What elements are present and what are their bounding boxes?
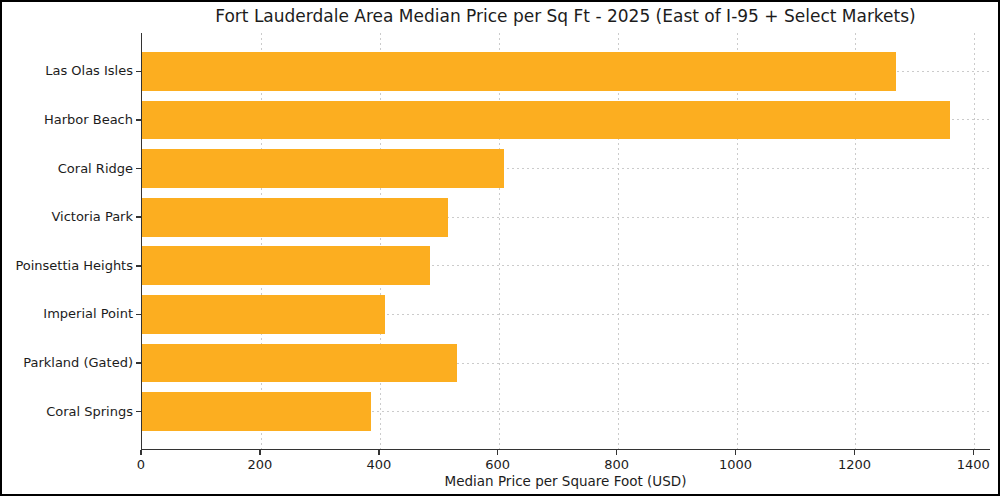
gridline-vertical (499, 33, 500, 449)
y-tick-label: Harbor Beach (2, 112, 133, 128)
x-tick-label: 800 (587, 457, 647, 472)
chart-title: Fort Lauderdale Area Median Price per Sq… (141, 5, 990, 27)
x-tick-mark (497, 450, 499, 455)
bar (142, 344, 457, 383)
x-tick-label: 1400 (943, 457, 1000, 472)
plot-area (141, 33, 990, 450)
x-axis-label: Median Price per Square Foot (USD) (141, 473, 990, 489)
gridline-vertical (974, 33, 975, 449)
gridline-vertical (380, 33, 381, 449)
bar (142, 101, 950, 140)
gridline-vertical (261, 33, 262, 449)
y-tick-mark (136, 265, 141, 267)
x-tick-label: 200 (230, 457, 290, 472)
x-tick-mark (616, 450, 618, 455)
y-tick-label: Las Olas Isles (2, 63, 133, 79)
y-tick-label: Imperial Point (2, 306, 133, 322)
x-tick-label: 0 (111, 457, 171, 472)
y-tick-label: Coral Springs (2, 404, 133, 420)
bar (142, 295, 385, 334)
x-tick-mark (140, 450, 142, 455)
bar (142, 246, 430, 285)
bar (142, 149, 504, 188)
y-tick-mark (136, 216, 141, 218)
x-tick-mark (854, 450, 856, 455)
x-tick-mark (259, 450, 261, 455)
x-tick-label: 1200 (824, 457, 884, 472)
x-tick-label: 1000 (706, 457, 766, 472)
y-tick-mark (136, 411, 141, 413)
gridline-vertical (737, 33, 738, 449)
y-tick-mark (136, 71, 141, 73)
bar (142, 198, 448, 237)
y-tick-label: Parkland (Gated) (2, 355, 133, 371)
x-tick-mark (973, 450, 975, 455)
y-tick-mark (136, 119, 141, 121)
bar (142, 392, 371, 431)
y-tick-mark (136, 314, 141, 316)
x-tick-mark (735, 450, 737, 455)
y-tick-label: Victoria Park (2, 209, 133, 225)
y-tick-mark (136, 168, 141, 170)
bar (142, 52, 896, 91)
y-tick-label: Coral Ridge (2, 161, 133, 177)
gridline-vertical (618, 33, 619, 449)
y-tick-mark (136, 362, 141, 364)
gridline-vertical (855, 33, 856, 449)
x-tick-mark (378, 450, 380, 455)
x-tick-label: 400 (349, 457, 409, 472)
y-tick-label: Poinsettia Heights (2, 258, 133, 274)
x-tick-label: 600 (468, 457, 528, 472)
bar-chart-figure: Fort Lauderdale Area Median Price per Sq… (0, 0, 1000, 496)
